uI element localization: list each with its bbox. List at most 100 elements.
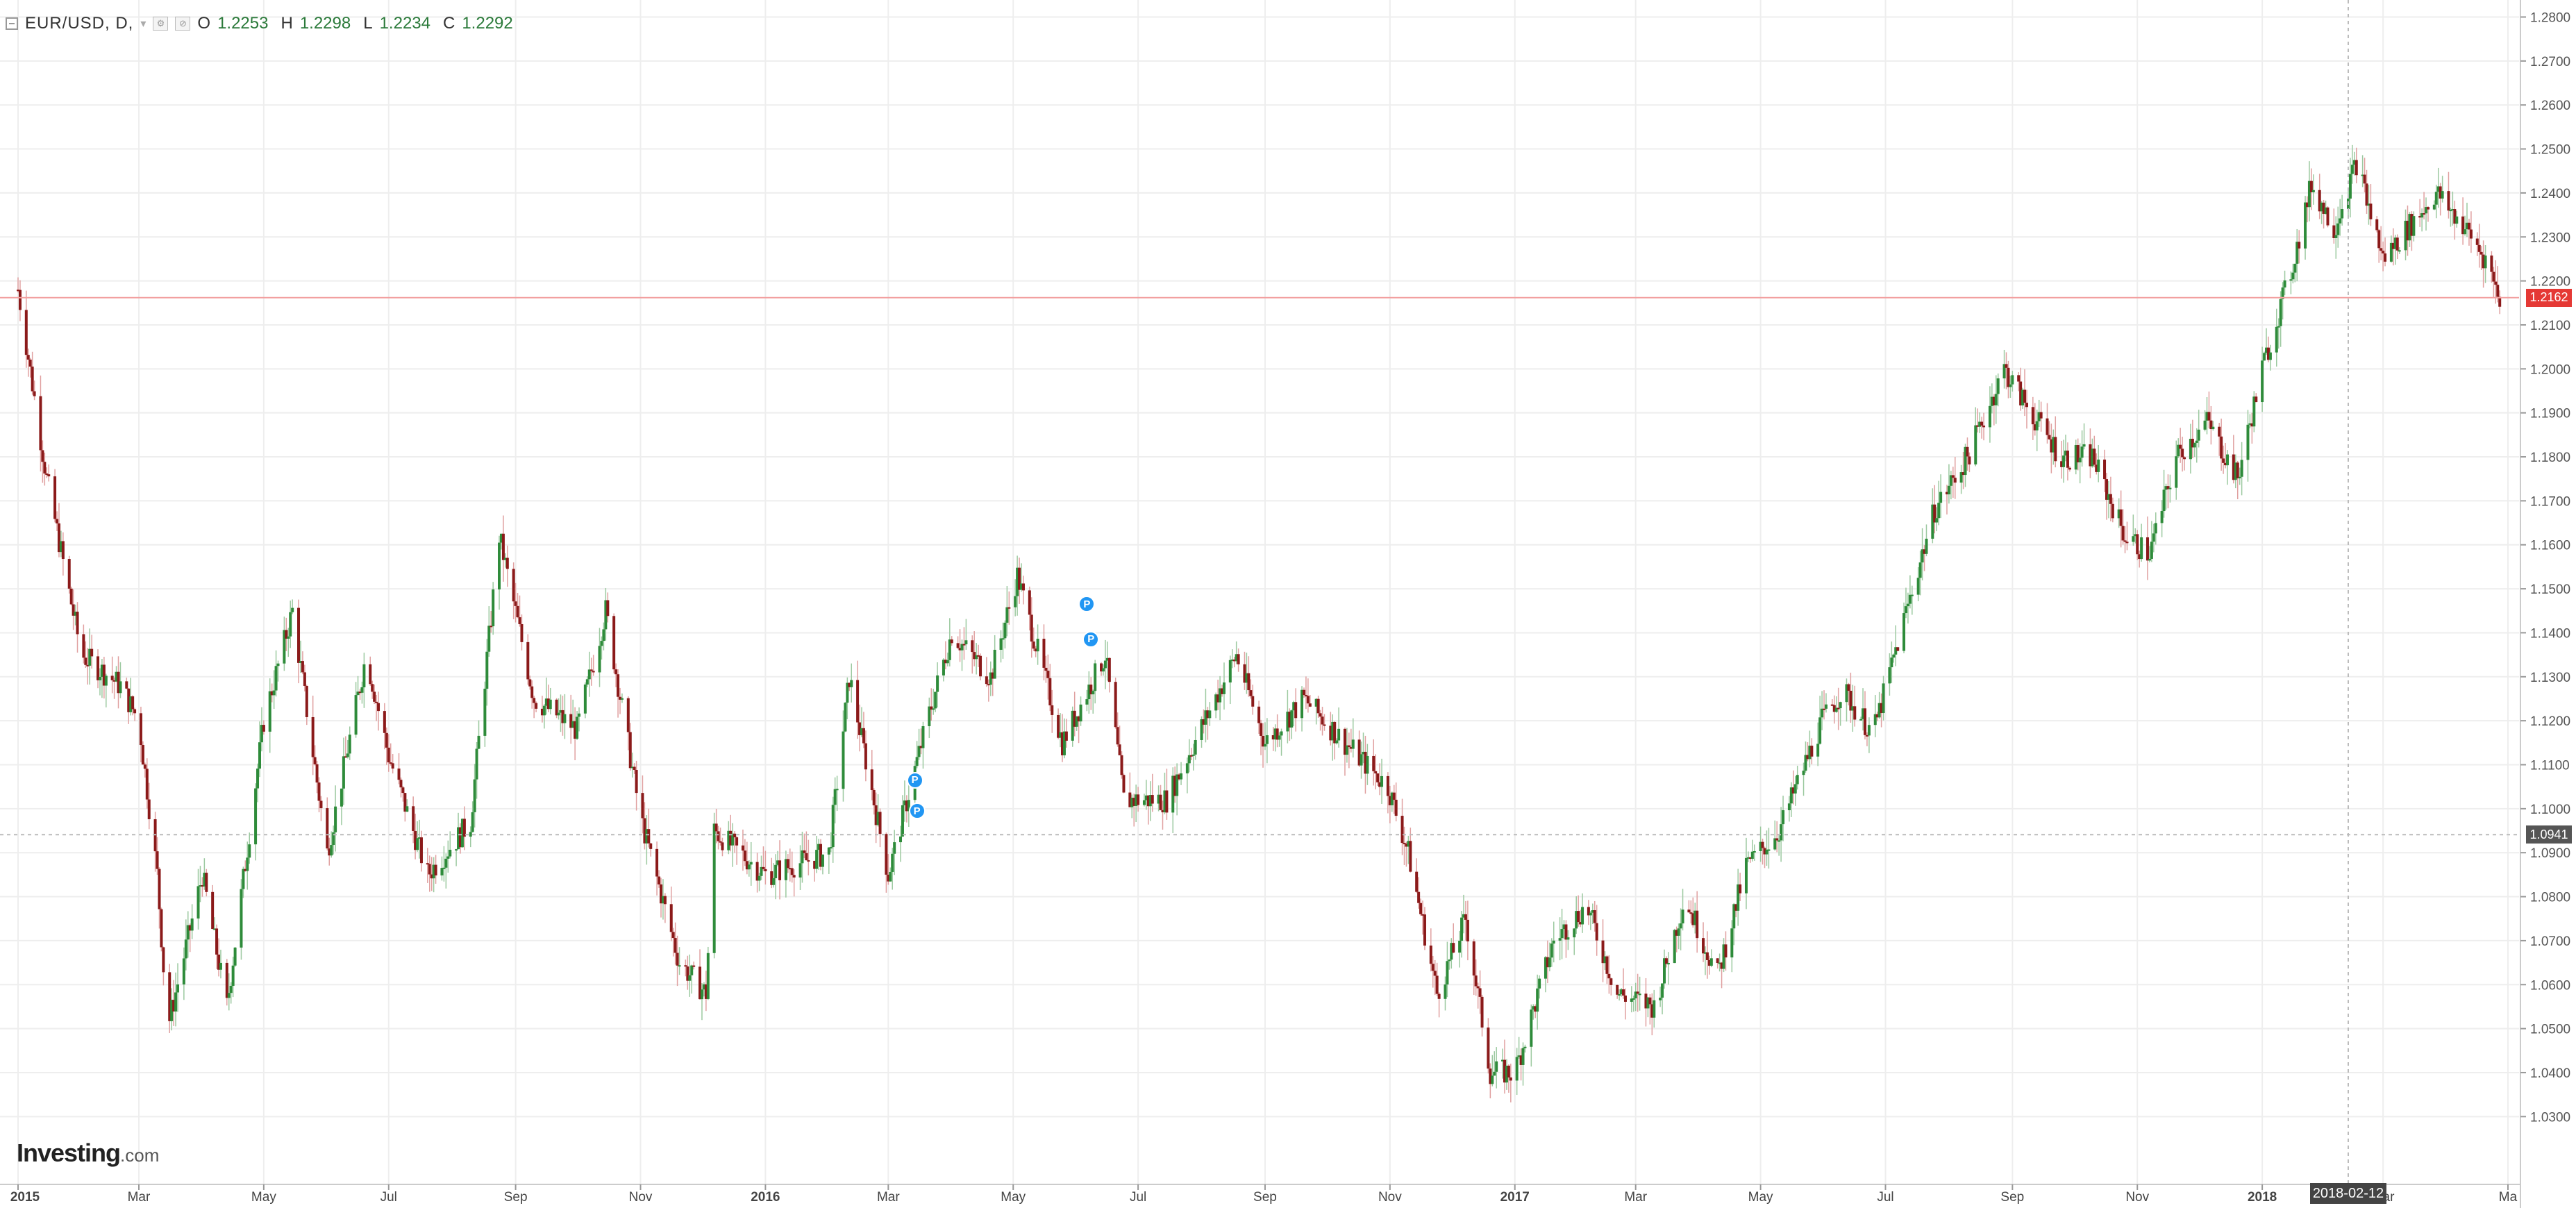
candle-body	[1618, 994, 1621, 996]
candle-body	[856, 680, 860, 723]
candle-body	[528, 679, 532, 687]
candle-body	[403, 793, 407, 812]
candle-body	[57, 523, 60, 553]
candle-body	[196, 886, 200, 919]
candle-body	[919, 746, 923, 748]
x-tick-label: 2016	[751, 1190, 780, 1205]
candle-body	[788, 868, 792, 870]
candle-body	[1575, 911, 1578, 929]
chevron-down-icon[interactable]: ▾	[140, 18, 147, 30]
candle-body	[211, 891, 215, 930]
candle-body	[158, 869, 161, 909]
annotation-marker[interactable]: P	[906, 771, 923, 789]
candle-body	[760, 866, 763, 876]
annotation-marker[interactable]: P	[1082, 630, 1100, 648]
candle-body	[61, 541, 65, 560]
candle-body	[2007, 367, 2010, 387]
candle-body	[1748, 857, 1752, 859]
candle-body	[2304, 202, 2307, 249]
candle-body	[2336, 223, 2340, 235]
candle-body	[835, 789, 839, 791]
candle-body	[727, 830, 730, 850]
time-axis[interactable]: 2015 Mar May Jul Sep Nov 2016 Mar May Jul Sep Nov 20…	[10, 1184, 2518, 1205]
candle-body	[1616, 984, 1619, 995]
candle-body	[1300, 689, 1304, 719]
candle-body	[571, 721, 575, 728]
candle-body	[2132, 536, 2135, 542]
candle-body	[1978, 421, 1982, 427]
x-tick-label: Jul	[1130, 1190, 1146, 1205]
candle-body	[1003, 622, 1007, 639]
candle-body	[1823, 708, 1826, 710]
candle-body	[842, 731, 845, 789]
candle-body	[291, 607, 294, 612]
candle-body	[1142, 800, 1146, 805]
candle-body	[1501, 1059, 1505, 1062]
annotation-marker[interactable]: P	[1078, 596, 1096, 613]
candle-body	[1849, 690, 1852, 711]
candle-body	[2050, 439, 2053, 453]
candle-body	[1579, 922, 1582, 925]
candle-body	[932, 708, 935, 710]
candle-body	[1864, 708, 1867, 735]
candle-body	[2291, 272, 2295, 280]
candle-body	[2261, 360, 2264, 403]
candle-body	[1130, 798, 1134, 807]
candle-body	[317, 782, 321, 801]
candle-body	[1400, 816, 1404, 844]
candle-body	[1663, 958, 1666, 984]
investing-logo[interactable]: Investing.com	[17, 1139, 159, 1168]
candle-body	[2025, 403, 2028, 408]
candle-body	[2191, 439, 2194, 448]
symbol-label[interactable]: EUR/USD, D,	[25, 14, 134, 33]
candle-body	[1343, 728, 1346, 755]
candle-body	[2482, 254, 2485, 269]
candle-body	[1716, 958, 1719, 964]
candle-body	[444, 858, 448, 868]
candle-body	[1810, 746, 1814, 757]
candle-body	[2408, 214, 2411, 241]
candle-body	[620, 698, 624, 700]
candle-body	[2064, 451, 2068, 456]
x-tick-label: Sep	[504, 1190, 528, 1205]
settings-icon[interactable]: ⚙	[153, 17, 169, 31]
candle-body	[1601, 940, 1605, 964]
candle-body	[1122, 775, 1126, 793]
candle-body	[535, 703, 538, 709]
candle-body	[2393, 237, 2397, 249]
candle-body	[1042, 639, 1046, 668]
candle-body	[2305, 202, 2309, 208]
candle-body	[1968, 456, 1971, 464]
candle-body	[28, 359, 32, 367]
y-tick-label: 1.0700	[2530, 934, 2570, 949]
hide-icon[interactable]: ⊘	[175, 17, 191, 31]
candle-body	[1235, 654, 1238, 662]
candle-body	[1888, 667, 1891, 684]
candle-body	[285, 630, 288, 639]
candle-body	[991, 672, 994, 679]
candle-body	[684, 965, 687, 967]
candle-body	[186, 925, 190, 940]
collapse-icon[interactable]	[6, 17, 18, 30]
candle-body	[457, 827, 460, 850]
candle-body	[1722, 944, 1725, 969]
candle-body	[483, 689, 487, 736]
candle-body	[1243, 664, 1246, 683]
annotation-marker[interactable]: P	[908, 803, 926, 820]
candle-body	[1132, 798, 1136, 806]
candle-body	[1372, 755, 1375, 771]
candle-body	[1787, 803, 1791, 811]
candle-body	[2080, 446, 2084, 458]
candle-body	[1507, 1065, 1510, 1078]
candle-body	[1466, 919, 1469, 942]
candle-body	[82, 634, 85, 658]
candle-body	[2466, 222, 2469, 230]
candle-body	[1916, 578, 1920, 595]
candle-body	[1775, 838, 1779, 841]
candle-body	[1904, 606, 1907, 614]
price-axis[interactable]: 1.0300 1.0400 1.0500 1.0600 1.0700 1.0800 1.09…	[2520, 11, 2570, 1125]
candle-body	[2181, 448, 2184, 458]
candle-body	[1351, 739, 1355, 749]
candle-body	[1208, 710, 1212, 719]
